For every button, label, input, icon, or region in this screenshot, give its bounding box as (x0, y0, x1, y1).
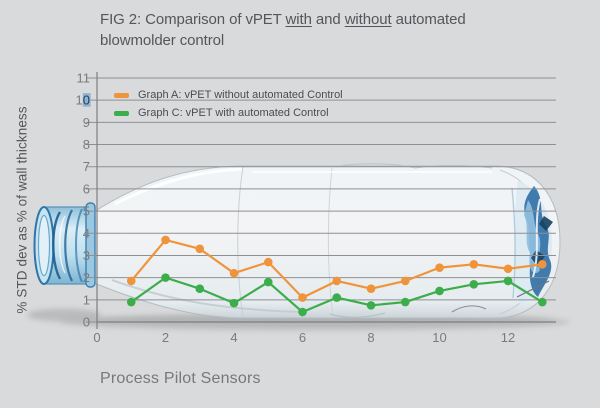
legend-label-graph-c: Graph C: vPET with automated Control (138, 107, 329, 119)
x-tick-label-12: 12 (501, 330, 515, 345)
legend-item-graph-c: Graph C: vPET with automated Control (114, 106, 329, 120)
data-point-graph-a-x3 (195, 244, 205, 254)
x-axis-title: Process Pilot Sensors (100, 370, 261, 387)
data-point-graph-a-x10 (435, 263, 444, 272)
legend-item-graph-a: Graph A: vPET without automated Control (114, 88, 343, 102)
y-tick-label-1: 1 (83, 292, 90, 307)
data-point-graph-c-x8 (366, 301, 376, 310)
y-tick-label-5: 5 (83, 204, 90, 219)
x-tick-label-2: 2 (162, 330, 169, 345)
bottle-neck (33, 202, 96, 288)
legend-label-graph-a: Graph A: vPET without automated Control (138, 89, 343, 101)
x-tick-label-0: 0 (93, 330, 100, 345)
data-point-graph-c-x12 (503, 276, 513, 286)
data-point-graph-a-x13 (537, 260, 547, 269)
y-tick-label-3: 3 (83, 248, 90, 263)
underlined-without: without (344, 11, 392, 28)
data-point-graph-a-x7 (332, 276, 342, 286)
selected-digit-highlight (82, 93, 91, 107)
legend-swatch-green (114, 110, 129, 116)
bottle-body (93, 163, 561, 319)
data-point-graph-c-x10 (435, 286, 444, 296)
figure-title-line1: FIG 2: Comparison of vPET with and witho… (100, 11, 466, 28)
y-tick-label-9: 9 (83, 115, 90, 130)
data-point-graph-c-x13 (537, 297, 547, 307)
data-point-graph-c-x1 (126, 297, 136, 307)
data-point-graph-a-x11 (469, 260, 479, 269)
y-tick-label-0: 0 (83, 315, 90, 330)
data-point-graph-a-x4 (229, 268, 239, 278)
x-tick-label-6: 6 (299, 330, 306, 345)
data-point-graph-a-x12 (503, 264, 513, 274)
data-point-graph-c-x9 (400, 297, 410, 307)
y-tick-label-2: 2 (83, 270, 90, 285)
data-point-graph-c-x7 (332, 293, 342, 302)
underlined-with: with (285, 11, 312, 28)
series-line-graph-a (130, 238, 543, 299)
y-tick-label-8: 8 (83, 137, 90, 152)
data-point-graph-a-x8 (366, 284, 376, 294)
x-tick-label-10: 10 (432, 330, 446, 345)
data-point-graph-c-x6 (298, 307, 307, 317)
data-point-graph-c-x2 (161, 273, 170, 282)
legend-swatch-orange (114, 92, 129, 98)
x-tick-label-8: 8 (367, 330, 374, 345)
figure-title-line2: blowmolder control (100, 32, 225, 49)
y-tick-label-10: 10 (76, 93, 90, 108)
x-tick-label-4: 4 (230, 330, 237, 345)
y-axis-title: % STD dev as % of wall thickness (14, 106, 30, 314)
y-tick-label-7: 7 (83, 159, 90, 174)
data-point-graph-a-x5 (263, 257, 273, 267)
data-point-graph-c-x3 (195, 284, 205, 294)
data-point-graph-a-x6 (298, 293, 307, 302)
y-tick-label-11: 11 (77, 71, 91, 86)
figure-title: FIG 2: Comparison of vPET with and witho… (100, 9, 560, 51)
data-point-graph-c-x4 (229, 298, 239, 308)
data-point-graph-a-x2 (161, 235, 170, 245)
y-tick-label-4: 4 (83, 226, 90, 241)
data-point-graph-c-x5 (263, 277, 273, 287)
data-point-graph-c-x11 (469, 279, 479, 289)
y-tick-label-6: 6 (83, 181, 90, 196)
data-point-graph-a-x9 (400, 276, 410, 286)
data-point-graph-a-x1 (126, 276, 136, 286)
